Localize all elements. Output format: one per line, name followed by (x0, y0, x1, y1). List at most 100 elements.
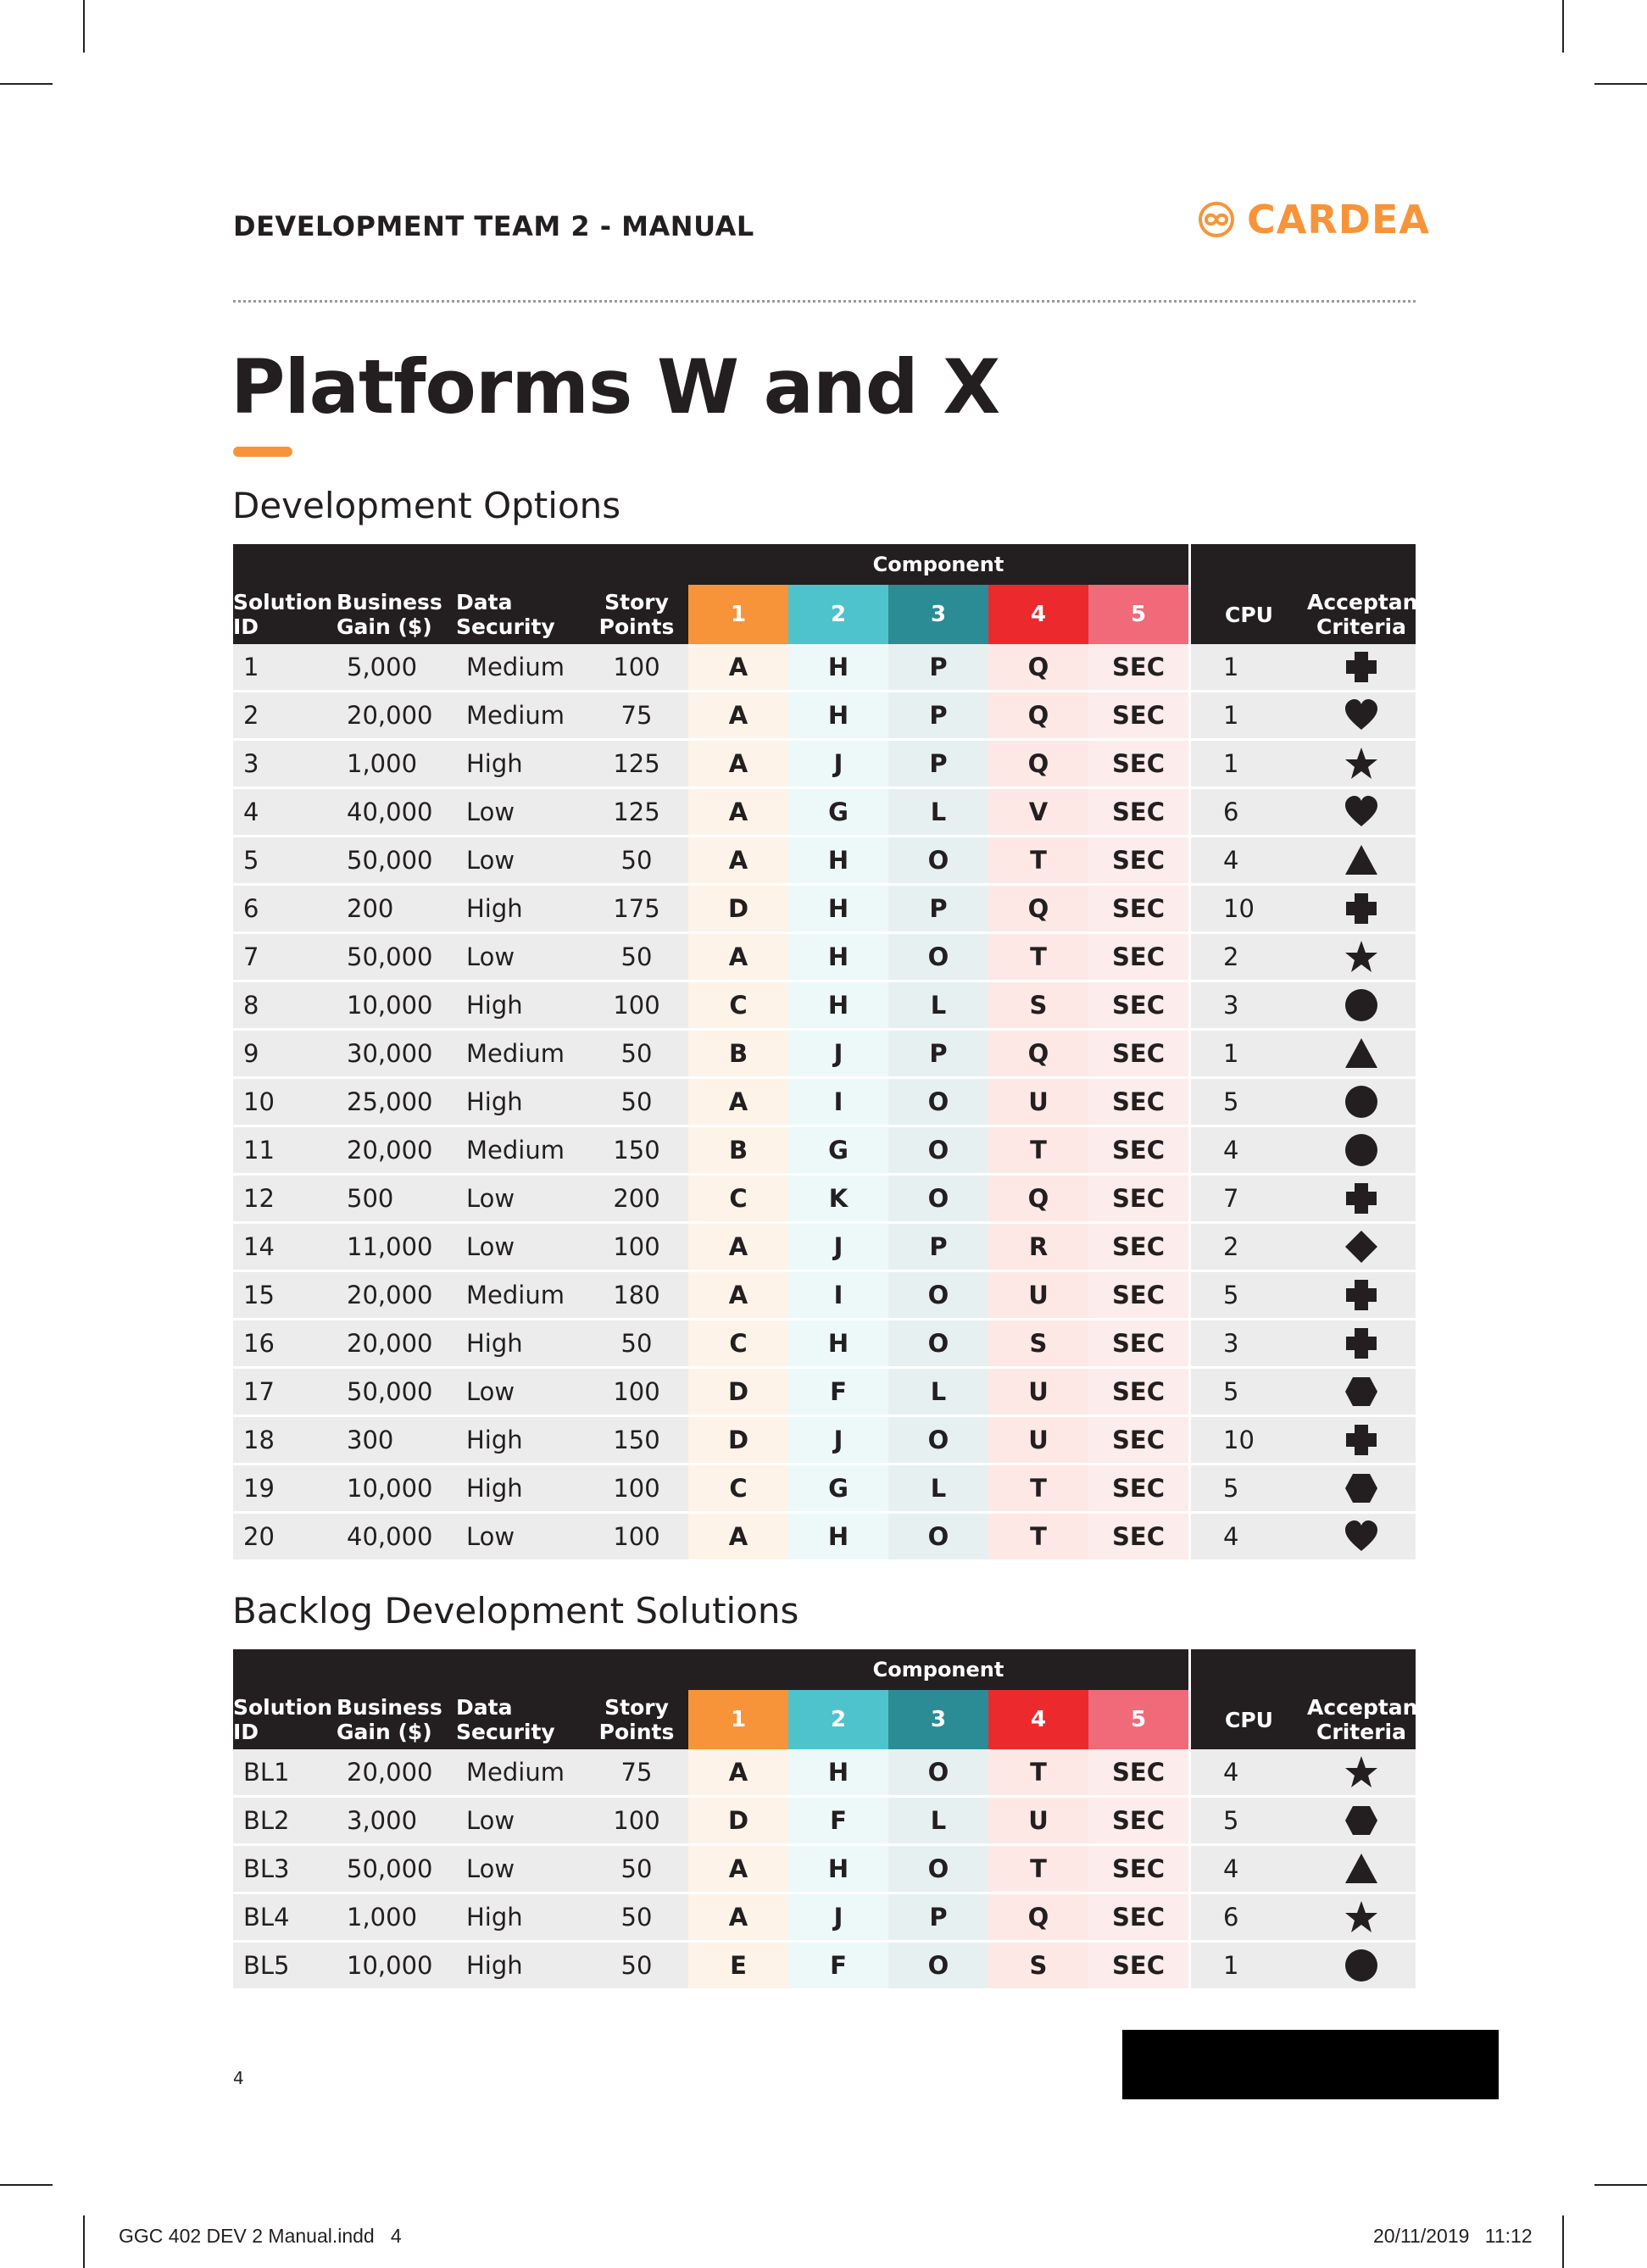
component-5-value: SEC (1088, 1846, 1189, 1894)
star-icon (1345, 941, 1378, 972)
cpu-value: 1 (1188, 1943, 1308, 1991)
business-gain: 3,000 (337, 1798, 456, 1846)
cpu-value: 4 (1188, 1749, 1308, 1798)
component-4-value: U (988, 1417, 1088, 1465)
component-3-value: O (888, 1943, 988, 1991)
solution-id-header: Solution ID (233, 1690, 337, 1749)
acceptance-criteria (1307, 1846, 1416, 1894)
star-icon (1345, 1756, 1378, 1787)
component-3-value: P (888, 1031, 988, 1079)
data-security: Medium (456, 644, 585, 692)
data-security: Low (456, 1176, 585, 1224)
component-1-value: A (688, 1224, 788, 1272)
cross-icon (1346, 652, 1377, 682)
component-3-value: L (888, 982, 988, 1031)
business-gain: 50,000 (337, 934, 456, 982)
component-1-value: D (688, 1369, 788, 1417)
solution-id: 1 (233, 644, 337, 692)
component-group-header: Component (688, 1649, 1189, 1690)
cpu-value: 5 (1188, 1465, 1308, 1514)
component-2-value: K (788, 1176, 888, 1224)
component-5-value: SEC (1088, 644, 1189, 692)
business-gain: 300 (337, 1417, 456, 1465)
cpu-value: 2 (1188, 934, 1308, 982)
cpu-value: 4 (1188, 1846, 1308, 1894)
story-points: 150 (585, 1417, 688, 1465)
acceptance-criteria (1307, 1079, 1416, 1127)
table-row: 3 1,000 High 125 A J P Q SEC 1 (233, 741, 1416, 789)
solution-id: BL5 (233, 1943, 337, 1991)
acceptance-criteria (1307, 1369, 1416, 1417)
component-1-value: A (688, 837, 788, 886)
table-row: 4 40,000 Low 125 A G L V SEC 6 (233, 789, 1416, 837)
data-security: Medium (456, 692, 585, 741)
cpu-value: 4 (1188, 1514, 1308, 1562)
component-5-value: SEC (1088, 934, 1189, 982)
component-2-value: F (788, 1943, 888, 1991)
table-row: 8 10,000 High 100 C H L S SEC 3 (233, 982, 1416, 1031)
component-5-value: SEC (1088, 692, 1189, 741)
component-2-value: J (788, 1031, 888, 1079)
component-2-value: H (788, 934, 888, 982)
table-row: 20 40,000 Low 100 A H O T SEC 4 (233, 1514, 1416, 1562)
data-security: High (456, 741, 585, 789)
component-4-value: Q (988, 741, 1088, 789)
solution-id: 18 (233, 1417, 337, 1465)
cross-icon (1346, 1183, 1377, 1214)
data-security: Low (456, 1846, 585, 1894)
component-1-value: C (688, 1320, 788, 1369)
component-2-value: J (788, 1894, 888, 1943)
story-points: 50 (585, 1320, 688, 1369)
acceptance-criteria (1307, 644, 1416, 692)
cpu-value: 7 (1188, 1176, 1308, 1224)
circle-icon (1345, 1949, 1378, 1982)
component-3-value: L (888, 789, 988, 837)
solution-id: 2 (233, 692, 337, 741)
solution-id: 4 (233, 789, 337, 837)
story-points: 100 (585, 1514, 688, 1562)
table-row: 10 25,000 High 50 A I O U SEC 5 (233, 1079, 1416, 1127)
component-2-value: H (788, 1320, 888, 1369)
component-2-value: I (788, 1272, 888, 1320)
circle-icon (1345, 1086, 1378, 1118)
table-row: 7 50,000 Low 50 A H O T SEC 2 (233, 934, 1416, 982)
data-security: High (456, 1079, 585, 1127)
crop-mark (83, 0, 85, 53)
header-spacer (1188, 544, 1416, 585)
component-1-value: A (688, 1272, 788, 1320)
acceptance-criteria (1307, 692, 1416, 741)
table-row: 19 10,000 High 100 C G L T SEC 5 (233, 1465, 1416, 1514)
component-2-value: J (788, 741, 888, 789)
cpu-value: 1 (1188, 741, 1308, 789)
solution-id: 7 (233, 934, 337, 982)
component-1-value: A (688, 934, 788, 982)
story-points: 125 (585, 741, 688, 789)
acceptance-criteria (1307, 1514, 1416, 1562)
component-2-value: F (788, 1798, 888, 1846)
component-1-value: A (688, 1846, 788, 1894)
component-2-value: F (788, 1369, 888, 1417)
cpu-value: 6 (1188, 789, 1308, 837)
cardea-logo: CARDEA (1198, 197, 1430, 242)
component-5-value: SEC (1088, 1176, 1189, 1224)
story-points: 100 (585, 1224, 688, 1272)
business-gain-header: Business Gain ($) (337, 1690, 456, 1749)
page-title: Platforms W and X (231, 343, 1000, 431)
business-gain: 20,000 (337, 692, 456, 741)
component-2-value: G (788, 1127, 888, 1176)
component-1-value: C (688, 1465, 788, 1514)
table-row: 12 500 Low 200 C K O Q SEC 7 (233, 1176, 1416, 1224)
business-gain: 200 (337, 886, 456, 934)
crop-mark (0, 2184, 53, 2186)
data-security: Medium (456, 1749, 585, 1798)
component-4-value: Q (988, 1894, 1088, 1943)
cpu-value: 1 (1188, 644, 1308, 692)
business-gain: 11,000 (337, 1224, 456, 1272)
story-points: 200 (585, 1176, 688, 1224)
component-5-value: SEC (1088, 1369, 1189, 1417)
solution-id: 15 (233, 1272, 337, 1320)
development-options-heading: Development Options (232, 485, 621, 526)
title-accent-bar (233, 447, 292, 457)
component-3-value: O (888, 934, 988, 982)
table-row: 6 200 High 175 D H P Q SEC 10 (233, 886, 1416, 934)
